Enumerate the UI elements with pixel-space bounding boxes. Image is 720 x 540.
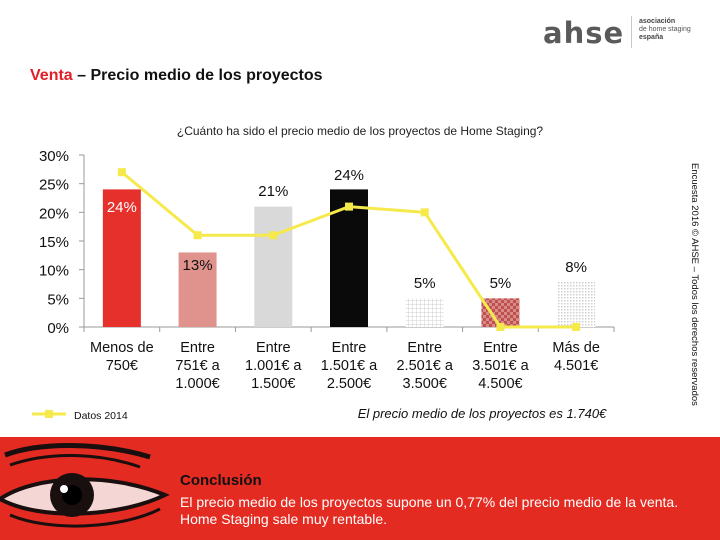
line-point	[269, 231, 278, 240]
x-tick-label: 1.500€	[251, 376, 295, 392]
page-title-accent: Venta	[30, 67, 73, 84]
legend-label: Datos 2014	[74, 410, 128, 422]
legend-marker	[45, 410, 53, 418]
y-tick-label: 20%	[39, 205, 69, 222]
x-tick-label: 750€	[106, 358, 138, 374]
price-chart: 0% 5% 10% 15% 20% 25% 30% 24% 13% 21% 24% 5% 5% 8% Men…	[32, 148, 615, 422]
logo-sub-line: de home staging	[639, 26, 691, 33]
x-tick-label: 4.500€	[478, 376, 522, 392]
x-tick-label: 4.501€	[554, 358, 598, 374]
logo-subtitle: asociación de home staging españa	[639, 18, 691, 42]
conclusion-title: Conclusión	[180, 472, 262, 489]
bar	[254, 206, 293, 327]
logo-text: ahse	[543, 16, 625, 50]
eye-illustration	[0, 437, 170, 540]
page-title-rest: – Precio medio de los proyectos	[72, 67, 323, 84]
bar-value-label: 24%	[334, 167, 364, 184]
logo-divider	[631, 16, 632, 48]
x-tick-label: 1.000€	[175, 376, 219, 392]
x-tick-label: 3.500€	[403, 376, 447, 392]
line-point	[345, 202, 353, 211]
line-point	[572, 323, 581, 331]
y-tick-label: 5%	[47, 291, 69, 308]
bar	[178, 252, 217, 327]
ahse-logo: ahse asociación de home staging españa	[535, 10, 715, 52]
bar	[405, 298, 444, 327]
logo-sub-line: españa	[639, 34, 664, 41]
x-tick-label: 3.501€ a	[472, 358, 529, 374]
x-tick-label: 2.500€	[327, 376, 371, 392]
x-tick-label: Entre	[407, 340, 442, 356]
x-tick-label: Menos de	[90, 340, 154, 356]
line-point	[193, 231, 202, 240]
chart-annotation: El precio medio de los proyectos es 1.74…	[358, 406, 607, 421]
bar-value-label: 21%	[258, 183, 288, 200]
chart-title: ¿Cuánto ha sido el precio medio de los p…	[176, 124, 544, 138]
x-tick-label: Entre	[180, 340, 215, 356]
line-point	[496, 323, 505, 331]
conclusion-text: El precio medio de los proyectos supone …	[180, 494, 679, 527]
bar-value-label: 5%	[414, 275, 436, 292]
logo-sub-line: asociación	[639, 18, 676, 25]
bar-value-label: 13%	[183, 257, 213, 274]
bar	[557, 281, 596, 327]
x-tick-label: 2.501€ a	[396, 358, 453, 374]
bar-value-label: 5%	[490, 275, 512, 292]
bar	[102, 189, 141, 327]
y-tick-label: 30%	[39, 148, 69, 165]
x-tick-label: 1.501€ a	[321, 358, 378, 374]
bar-value-label: 24%	[107, 199, 137, 216]
y-tick-label: 25%	[39, 177, 69, 194]
y-tick-label: 15%	[39, 234, 69, 251]
copyright-note: Encuesta 2016 © AHSE – Todos los derecho…	[689, 163, 700, 406]
x-tick-label: 751€ a	[175, 358, 220, 374]
line-point	[420, 208, 429, 217]
x-tick-label: Más de	[552, 340, 600, 356]
y-tick-label: 10%	[39, 263, 69, 280]
x-tick-label: 1.001€ a	[245, 358, 302, 374]
x-tick-label: Entre	[256, 340, 291, 356]
y-tick-label: 0%	[47, 320, 69, 337]
x-tick-label: Entre	[483, 340, 518, 356]
x-tick-label: Entre	[332, 340, 367, 356]
page-title: Venta – Precio medio de los proyectos	[30, 67, 323, 85]
bar-value-label: 8%	[565, 259, 587, 276]
line-point	[117, 168, 126, 177]
bar	[481, 298, 520, 327]
